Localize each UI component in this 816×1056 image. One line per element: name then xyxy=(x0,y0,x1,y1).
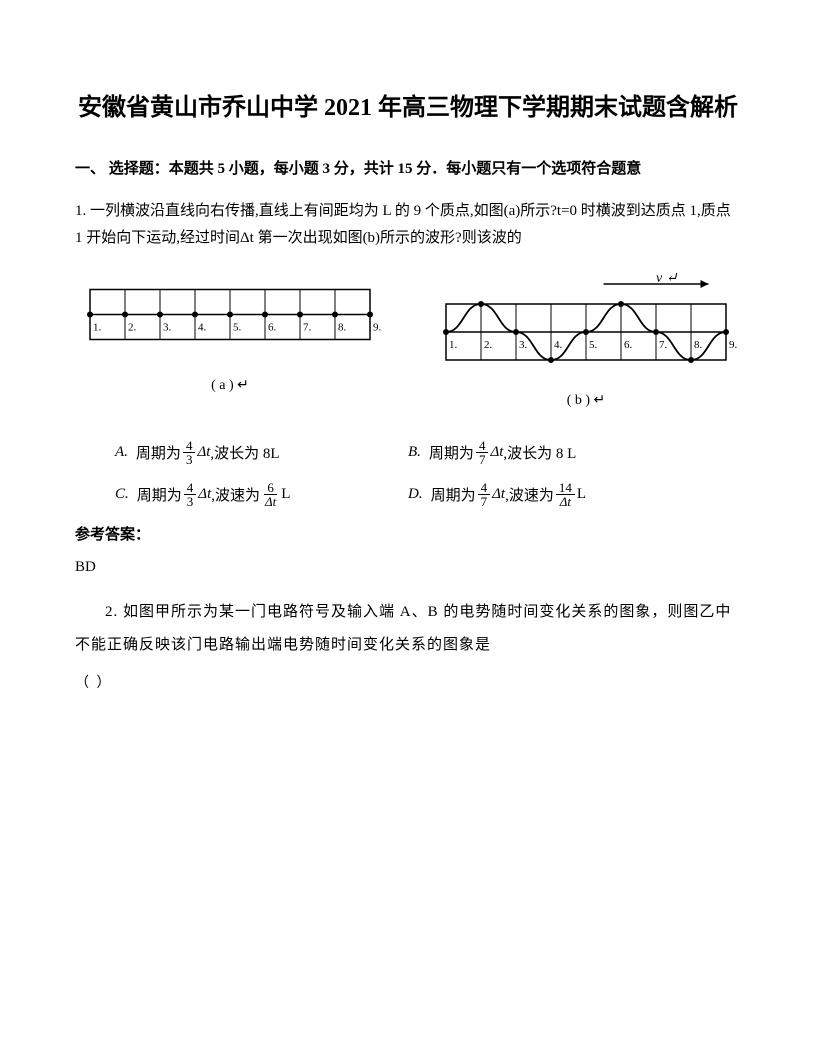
question-2-number: 2. xyxy=(105,604,118,620)
question-2-text: 如图甲所示为某一门电路符号及输入端 A、B 的电势随时间变化关系的图象，则图乙中… xyxy=(75,604,731,653)
question-1-text: 一列横波沿直线向右传播,直线上有间距均为 L 的 9 个质点,如图(a)所示?t… xyxy=(75,203,731,246)
figure-a-label: ( a ) ↵ xyxy=(75,377,385,394)
options-row-2: C. 周期为 4 3 Δt ,波速为 6 Δt L D. 周期为 4 7 Δt … xyxy=(75,481,741,508)
svg-text:6.: 6. xyxy=(268,322,277,334)
svg-text:2.: 2. xyxy=(484,339,493,351)
option-b: B. 周期为 4 7 Δt ,波长为 8 L xyxy=(408,439,741,466)
option-c-mid: ,波速为 xyxy=(211,484,260,505)
question-2-paren: （ ） xyxy=(75,672,741,692)
figure-b-label: ( b ) ↵ xyxy=(431,392,741,409)
option-letter-d: D. xyxy=(408,486,423,503)
option-c-fraction1: 4 3 xyxy=(184,481,197,508)
svg-text:7.: 7. xyxy=(659,339,668,351)
option-c: C. 周期为 4 3 Δt ,波速为 6 Δt L xyxy=(75,481,408,508)
svg-text:v ↵: v ↵ xyxy=(656,272,678,286)
option-b-mid: ,波长为 8 L xyxy=(503,442,576,463)
svg-text:5.: 5. xyxy=(589,339,598,351)
option-d-mid: ,波速为 xyxy=(505,484,554,505)
options-row-1: A. 周期为 4 3 Δt ,波长为 8L B. 周期为 4 7 Δt ,波长为… xyxy=(75,439,741,466)
option-d-suffix: L xyxy=(577,486,586,503)
option-d-prefix: 周期为 xyxy=(431,484,476,505)
option-c-prefix: 周期为 xyxy=(137,484,182,505)
option-c-suffix: L xyxy=(281,486,290,503)
svg-text:1.: 1. xyxy=(93,322,102,334)
svg-text:1.: 1. xyxy=(449,339,458,351)
answer-value: BD xyxy=(75,559,741,576)
option-d-fraction2: 14 Δt xyxy=(556,481,575,508)
question-2: 2. 如图甲所示为某一门电路符号及输入端 A、B 的电势随时间变化关系的图象，则… xyxy=(75,596,741,662)
question-1-number: 1. xyxy=(75,203,86,219)
figure-b-svg: v ↵ 1. 2. 3. 4. 5. 6. 7. 8. 9. xyxy=(431,272,741,382)
option-a-mid: ,波长为 8L xyxy=(210,442,279,463)
option-d-fraction1: 4 7 xyxy=(478,481,491,508)
page-title: 安徽省黄山市乔山中学 2021 年高三物理下学期期末试题含解析 xyxy=(75,90,741,126)
option-a-fraction: 4 3 xyxy=(183,439,196,466)
svg-text:3.: 3. xyxy=(519,339,528,351)
svg-text:9.: 9. xyxy=(729,339,738,351)
svg-text:3.: 3. xyxy=(163,322,172,334)
option-d: D. 周期为 4 7 Δt ,波速为 14 Δt L xyxy=(408,481,741,508)
option-letter-c: C. xyxy=(115,486,129,503)
option-b-fraction: 4 7 xyxy=(476,439,489,466)
section-header: 一、 选择题：本题共 5 小题，每小题 3 分，共计 15 分．每小题只有一个选… xyxy=(75,156,741,183)
svg-text:8.: 8. xyxy=(694,339,703,351)
option-c-fraction2: 6 Δt xyxy=(262,481,279,508)
svg-text:5.: 5. xyxy=(233,322,242,334)
svg-text:8.: 8. xyxy=(338,322,347,334)
option-letter-b: B. xyxy=(408,444,421,461)
svg-text:9.: 9. xyxy=(373,322,382,334)
answer-label: 参考答案： xyxy=(75,523,741,544)
svg-text:7.: 7. xyxy=(303,322,312,334)
figure-a-container: 1. 2. 3. 4. 5. 6. 7. 8. 9. ( a ) ↵ xyxy=(75,272,385,409)
figure-a-svg: 1. 2. 3. 4. 5. 6. 7. 8. 9. xyxy=(75,272,385,367)
svg-text:2.: 2. xyxy=(128,322,137,334)
option-a-prefix: 周期为 xyxy=(136,442,181,463)
figure-b-container: v ↵ 1. 2. 3. 4. 5. 6. 7. 8. 9. ( b ) ↵ xyxy=(431,272,741,409)
question-1: 1. 一列横波沿直线向右传播,直线上有间距均为 L 的 9 个质点,如图(a)所… xyxy=(75,198,741,252)
option-b-prefix: 周期为 xyxy=(429,442,474,463)
svg-text:4.: 4. xyxy=(554,339,563,351)
svg-text:4.: 4. xyxy=(198,322,207,334)
option-letter-a: A. xyxy=(115,444,128,461)
option-a: A. 周期为 4 3 Δt ,波长为 8L xyxy=(75,439,408,466)
svg-text:6.: 6. xyxy=(624,339,633,351)
figures-row: 1. 2. 3. 4. 5. 6. 7. 8. 9. ( a ) ↵ v ↵ 1. 2. 3. 4. 5.… xyxy=(75,272,741,409)
